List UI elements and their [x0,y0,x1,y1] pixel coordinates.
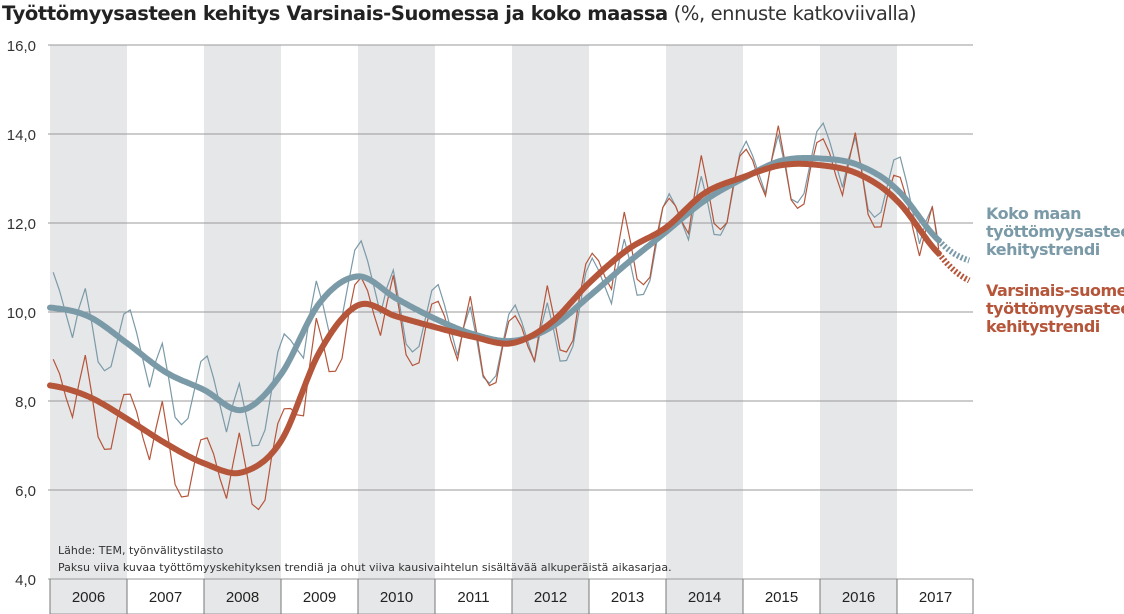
raw-line-national [52,121,940,447]
y-tick-label: 16,0 [7,38,36,55]
legend-national-line2: työttömyysasteen [986,222,1124,241]
forecast-line-national [936,238,971,264]
year-band-2010 [358,45,435,614]
x-tick-label-2010: 2010 [380,589,413,606]
x-tick-label-2012: 2012 [534,589,567,606]
legend-national: Koko maan työttömyysasteen kehitystrendi [986,205,1124,259]
y-tick-label: 14,0 [7,127,36,144]
explanation-note: Paksu viiva kuvaa työttömyyskehityksen t… [58,561,672,574]
x-tick-label-2016: 2016 [842,589,875,606]
year-band-2006 [50,45,127,614]
chart-title: Työttömyysasteen kehitys Varsinais-Suome… [2,2,917,25]
forecast-line-regional [936,251,971,284]
x-tick-label-2009: 2009 [303,589,336,606]
title-main: Työttömyysasteen kehitys Varsinais-Suome… [2,2,668,25]
title-subtitle: (%, ennuste katkoviivalla) [673,2,917,25]
x-tick-label-2015: 2015 [765,589,798,606]
x-tick-label-2008: 2008 [226,589,259,606]
y-tick-label: 8,0 [15,394,36,411]
year-band-2016 [820,45,897,614]
legend-regional: Varsinais-suomen työttömyysasteen kehity… [986,282,1124,336]
y-tick-label: 4,0 [15,572,36,589]
x-tick-label-2006: 2006 [72,589,105,606]
trend-line-regional [47,160,942,477]
year-band-2008 [204,45,281,614]
raw-line-regional [52,125,940,511]
legend-regional-line3: kehitystrendi [986,317,1100,336]
source-note: Lähde: TEM, työnvälitystilasto [58,544,224,557]
legend-national-line1: Koko maan [986,204,1082,223]
y-tick-label: 10,0 [7,305,36,322]
legend-regional-line2: työttömyysasteen [986,299,1124,318]
legend-national-line3: kehitystrendi [986,240,1100,259]
x-tick-label-2007: 2007 [149,589,182,606]
x-tick-label-2011: 2011 [457,589,489,606]
year-band-2014 [666,45,743,614]
x-tick-label-2014: 2014 [688,589,721,606]
x-tick-label-2017: 2017 [919,589,952,606]
y-tick-label: 12,0 [7,216,36,233]
legend-regional-line1: Varsinais-suomen [986,281,1124,300]
x-tick-label-2013: 2013 [611,589,644,606]
y-tick-label: 6,0 [15,483,36,500]
